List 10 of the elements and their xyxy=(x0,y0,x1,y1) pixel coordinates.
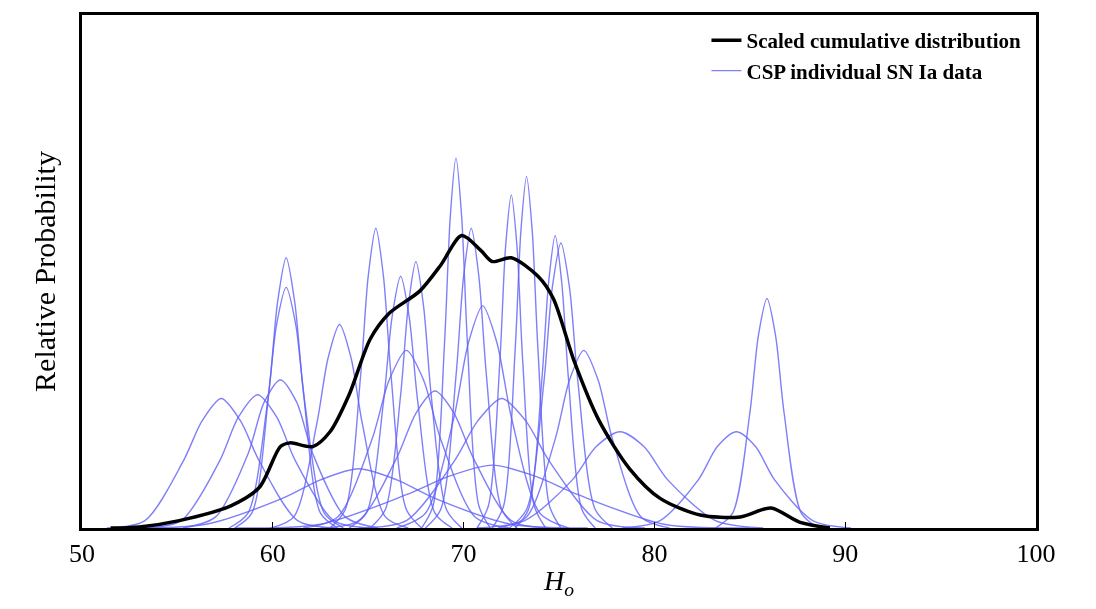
x-tick-label: 70 xyxy=(450,539,477,569)
x-tick-label: 50 xyxy=(69,539,95,569)
x-axis-title: H$_{o}$ xyxy=(542,565,575,601)
x-tick-label: 90 xyxy=(832,539,859,569)
x-tick-label: 80 xyxy=(641,539,668,569)
x-tick-label: 100 xyxy=(1016,539,1056,569)
legend-label: CSP individual SN Ia data xyxy=(746,59,983,84)
legend-label: Scaled cumulative distribution xyxy=(746,29,1021,54)
x-tick-label: 60 xyxy=(259,539,286,569)
y-axis-title: Relative Probability xyxy=(28,151,61,392)
